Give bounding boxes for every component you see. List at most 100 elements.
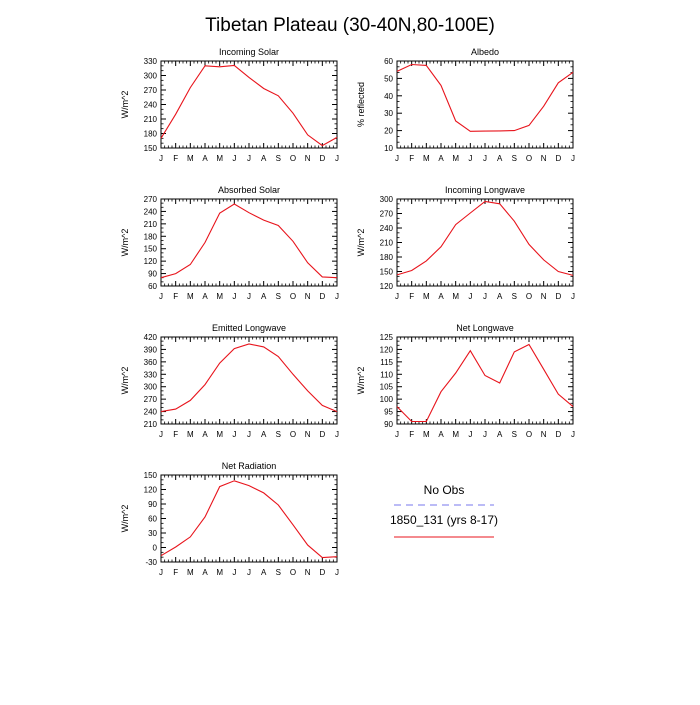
x-tick-label: M — [216, 292, 223, 301]
y-tick-label: 210 — [380, 239, 394, 248]
x-tick-label: A — [438, 292, 444, 301]
x-tick-label: D — [555, 292, 561, 301]
series-line — [396, 200, 574, 276]
x-tick-label: J — [232, 568, 236, 577]
x-tick-label: J — [247, 568, 251, 577]
series-line — [160, 64, 338, 147]
y-axis-label: W/m^2 — [120, 367, 130, 395]
x-tick-label: S — [512, 292, 517, 301]
y-tick-label: 420 — [144, 333, 158, 342]
y-axis-label: W/m^2 — [120, 505, 130, 533]
y-tick-label: 330 — [144, 57, 158, 66]
x-tick-label: N — [305, 154, 311, 163]
x-tick-label: J — [468, 154, 472, 163]
x-tick-label: D — [319, 568, 325, 577]
y-tick-label: 240 — [144, 408, 158, 417]
x-tick-label: J — [232, 430, 236, 439]
x-tick-label: J — [483, 430, 487, 439]
x-tick-label: A — [202, 430, 208, 439]
x-tick-label: J — [232, 292, 236, 301]
x-tick-label: S — [512, 430, 517, 439]
x-tick-label: N — [541, 292, 547, 301]
x-tick-label: F — [173, 292, 178, 301]
x-tick-label: S — [276, 568, 281, 577]
x-tick-label: S — [276, 430, 281, 439]
x-tick-label: J — [571, 154, 575, 163]
y-axis-label: W/m^2 — [120, 91, 130, 119]
y-tick-label: 210 — [144, 420, 158, 429]
x-tick-label: A — [497, 154, 503, 163]
x-tick-label: A — [202, 154, 208, 163]
x-tick-label: O — [290, 292, 296, 301]
x-tick-label: M — [452, 292, 459, 301]
x-tick-label: A — [497, 292, 503, 301]
legend-label-no-obs: No Obs — [424, 483, 465, 497]
y-tick-label: 300 — [144, 72, 158, 81]
plot-frame — [396, 60, 574, 149]
y-axis-label: W/m^2 — [120, 229, 130, 257]
y-tick-label: 95 — [384, 408, 393, 417]
y-tick-label: 20 — [384, 127, 393, 136]
y-tick-label: 60 — [148, 515, 157, 524]
x-tick-label: A — [438, 430, 444, 439]
x-tick-label: M — [423, 430, 430, 439]
x-tick-label: N — [541, 154, 547, 163]
y-tick-label: 210 — [144, 220, 158, 229]
x-tick-label: A — [202, 292, 208, 301]
panel-title: Net Radiation — [222, 461, 277, 471]
x-tick-label: F — [173, 430, 178, 439]
series-line — [160, 480, 338, 559]
x-tick-label: O — [290, 430, 296, 439]
y-tick-label: 150 — [380, 268, 394, 277]
x-tick-label: N — [541, 430, 547, 439]
x-tick-label: O — [526, 154, 532, 163]
series-line — [160, 203, 338, 279]
y-tick-label: 100 — [380, 395, 394, 404]
x-tick-label: F — [409, 292, 414, 301]
series-line — [396, 63, 574, 132]
panel-title: Albedo — [471, 47, 499, 57]
plot-frame — [160, 60, 338, 149]
page-title: Tibetan Plateau (30-40N,80-100E) — [205, 15, 495, 36]
y-tick-label: 30 — [384, 109, 393, 118]
x-tick-label: J — [159, 154, 163, 163]
y-tick-label: 10 — [384, 144, 393, 153]
x-tick-label: A — [497, 430, 503, 439]
x-tick-label: A — [261, 154, 267, 163]
x-tick-label: J — [159, 292, 163, 301]
y-tick-label: 120 — [380, 282, 394, 291]
x-tick-label: O — [290, 568, 296, 577]
x-tick-label: J — [232, 154, 236, 163]
y-tick-label: -30 — [145, 558, 157, 567]
x-tick-label: N — [305, 430, 311, 439]
x-tick-label: F — [409, 430, 414, 439]
y-tick-label: 30 — [148, 529, 157, 538]
x-tick-label: M — [423, 154, 430, 163]
panel-title: Net Longwave — [456, 323, 514, 333]
y-tick-label: 150 — [144, 245, 158, 254]
x-tick-label: D — [319, 430, 325, 439]
x-tick-label: J — [247, 154, 251, 163]
plot-frame — [396, 336, 574, 425]
y-tick-label: 300 — [380, 195, 394, 204]
x-tick-label: J — [468, 430, 472, 439]
y-tick-label: 360 — [144, 358, 158, 367]
y-tick-label: 240 — [144, 101, 158, 110]
legend-label-model: 1850_131 (yrs 8-17) — [390, 513, 498, 527]
y-tick-label: 240 — [144, 207, 158, 216]
x-tick-label: D — [319, 154, 325, 163]
x-tick-label: M — [187, 430, 194, 439]
x-tick-label: A — [261, 430, 267, 439]
y-tick-label: 60 — [384, 57, 393, 66]
x-tick-label: M — [187, 568, 194, 577]
y-tick-label: 40 — [384, 92, 393, 101]
x-tick-label: O — [526, 430, 532, 439]
x-tick-label: J — [159, 568, 163, 577]
x-tick-label: D — [319, 292, 325, 301]
y-tick-label: 180 — [144, 130, 158, 139]
